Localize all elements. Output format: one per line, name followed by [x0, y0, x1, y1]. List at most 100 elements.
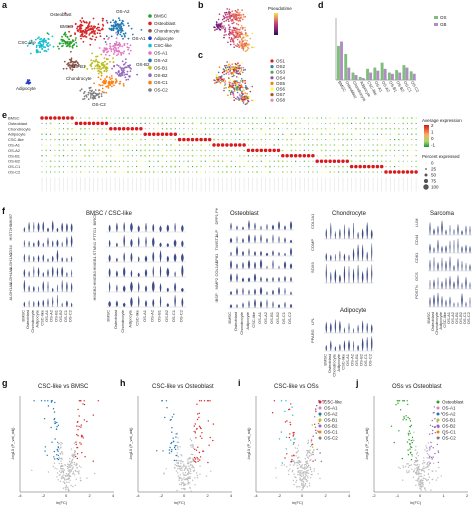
dot-plot-dot: [92, 160, 95, 162]
umap-cell: [94, 38, 97, 41]
umap-cell: [70, 57, 73, 60]
volcano-point: [207, 400, 210, 402]
dot-plot-dot: [45, 160, 47, 162]
volcano-point: [180, 465, 182, 467]
umap-cell: [112, 57, 114, 60]
umap-cell: [39, 42, 41, 44]
dot-plot-dot: [87, 121, 92, 126]
pseudotime-cell: [240, 47, 243, 49]
volcano-x-tick: -2: [160, 493, 164, 498]
volcano-point: [182, 461, 184, 463]
pseudotime-cell: [228, 30, 231, 33]
umap-cell: [119, 52, 122, 54]
dot-plot-dot: [204, 160, 206, 162]
umap-cell: [123, 74, 125, 76]
volcano-point: [423, 457, 425, 459]
violin-gene-label: SP81: [214, 253, 219, 264]
dot-plot-dot: [402, 138, 404, 141]
umap-cell: [80, 88, 83, 91]
umap-cell: [123, 44, 126, 47]
volcano-point: [316, 448, 318, 451]
volcano-point: [183, 465, 186, 467]
dot-plot-dot: [303, 160, 305, 162]
dot-plot-dot: [286, 116, 289, 120]
volcano-point: [165, 400, 168, 402]
volcano-point: [82, 403, 84, 405]
volcano-point: [295, 476, 297, 479]
pseudotime-cell: [221, 18, 224, 21]
dot-plot-dot: [174, 128, 176, 130]
umap-cell: [96, 26, 99, 29]
pseudotime-cell: [232, 26, 235, 29]
patient-cell: [221, 78, 223, 81]
pseudotime-cell: [249, 37, 252, 40]
dot-plot-dot: [166, 166, 168, 168]
dot-plot-dot: [157, 138, 159, 141]
dot-plot-dot: [114, 133, 116, 135]
dot-plot-dot: [376, 133, 379, 135]
violin-gene-label: MKI67: [8, 213, 13, 225]
volcano-point: [191, 466, 193, 469]
volcano-point: [426, 463, 428, 465]
dot-plot-dot: [222, 122, 224, 124]
pseudotime-cell: [219, 29, 222, 31]
umap-cell: [106, 51, 108, 54]
umap-cell: [100, 53, 103, 56]
volcano-point: [46, 454, 48, 456]
umap-cell: [118, 42, 121, 45]
violin-shape: [242, 261, 244, 270]
volcano-legend-label: OS-B2: [324, 424, 338, 429]
pseudotime-cell: [251, 32, 254, 35]
volcano-x-tick: 0: [183, 493, 186, 498]
dot-plot-dot: [243, 138, 245, 141]
umap-cell: [85, 21, 88, 24]
violin-shape: [461, 261, 463, 272]
umap-cell: [99, 32, 101, 35]
dot-plot-dot: [88, 128, 91, 130]
volcano-point: [50, 426, 52, 429]
dot-plot-dot: [105, 171, 108, 173]
umap-cell: [92, 97, 95, 100]
patient-cell: [227, 71, 230, 74]
volcano-point: [192, 453, 194, 456]
umap-cell: [136, 73, 139, 76]
volcano-point: [409, 432, 411, 434]
proportion-bar-gb: [340, 41, 343, 80]
umap-cell: [89, 89, 91, 92]
volcano-point: [63, 469, 65, 471]
umap-cell: [84, 28, 87, 31]
volcano-i-xlabel: ln(FC): [292, 500, 304, 505]
dot-plot-dot: [333, 144, 336, 146]
volcano-point: [291, 459, 293, 461]
dot-plot-dot: [367, 127, 370, 130]
violin-shape: [260, 234, 262, 244]
volcano-point: [414, 449, 416, 451]
violin-shape: [166, 224, 170, 233]
dot-plot-row-label: OS-A2: [8, 148, 21, 153]
volcano-point: [430, 441, 432, 444]
dot-plot-dot: [247, 155, 250, 157]
umap-legend-swatch: [148, 51, 152, 55]
dot-plot-dot: [92, 144, 95, 146]
umap-cell: [91, 61, 94, 64]
dot-plot-dot: [204, 122, 207, 125]
violin-x-tick: OS-B1: [53, 309, 58, 322]
volcano-point: [44, 446, 47, 448]
volcano-point: [198, 416, 200, 419]
volcano-point: [314, 459, 316, 461]
dot-plot-dot: [88, 154, 91, 157]
dot-plot-dot: [121, 127, 126, 131]
volcano-point: [284, 421, 287, 423]
umap-cell: [101, 28, 104, 31]
patient-cell: [227, 68, 230, 71]
dot-plot-dot: [217, 128, 219, 130]
umap-cell: [120, 67, 123, 70]
dot-plot-dot: [355, 160, 357, 162]
volcano-point: [434, 452, 436, 455]
dot-plot-dot: [226, 149, 228, 152]
dot-plot-dot: [393, 165, 396, 168]
volcano-x-tick: -4: [136, 493, 140, 498]
pct-expressed-title: Percent expressed: [422, 154, 460, 159]
volcano-point: [399, 409, 402, 411]
volcano-point: [188, 477, 190, 479]
